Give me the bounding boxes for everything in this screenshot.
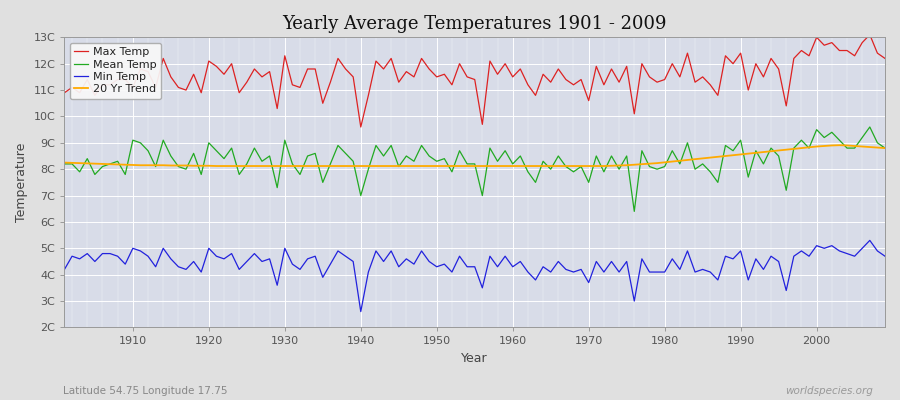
20 Yr Trend xyxy=(294,164,305,168)
Min Temp xyxy=(606,259,616,264)
20 Yr Trend xyxy=(606,163,616,168)
Max Temp xyxy=(59,90,70,95)
Min Temp xyxy=(515,259,526,264)
Mean Temp xyxy=(598,170,609,174)
Text: worldspecies.org: worldspecies.org xyxy=(785,386,873,396)
Mean Temp xyxy=(879,146,890,150)
Max Temp xyxy=(287,82,298,87)
Line: 20 Yr Trend: 20 Yr Trend xyxy=(65,145,885,166)
Max Temp xyxy=(120,77,130,82)
Mean Temp xyxy=(864,124,875,129)
Max Temp xyxy=(356,124,366,129)
Mean Temp xyxy=(629,209,640,214)
20 Yr Trend xyxy=(879,146,890,150)
Max Temp xyxy=(606,66,616,71)
Max Temp xyxy=(515,66,526,71)
Max Temp xyxy=(864,32,875,37)
Mean Temp xyxy=(500,148,510,153)
Line: Min Temp: Min Temp xyxy=(65,240,885,312)
Min Temp xyxy=(356,309,366,314)
20 Yr Trend xyxy=(508,164,518,168)
Mean Temp xyxy=(120,172,130,177)
Min Temp xyxy=(508,264,518,269)
Min Temp xyxy=(120,262,130,266)
Mean Temp xyxy=(59,162,70,166)
Max Temp xyxy=(879,56,890,61)
20 Yr Trend xyxy=(340,164,351,168)
20 Yr Trend xyxy=(515,164,526,168)
Line: Mean Temp: Mean Temp xyxy=(65,127,885,211)
Max Temp xyxy=(333,56,344,61)
Line: Max Temp: Max Temp xyxy=(65,35,885,127)
Mean Temp xyxy=(333,143,344,148)
Mean Temp xyxy=(508,162,518,166)
Max Temp xyxy=(508,74,518,79)
Y-axis label: Temperature: Temperature xyxy=(15,143,28,222)
Mean Temp xyxy=(287,162,298,166)
Title: Yearly Average Temperatures 1901 - 2009: Yearly Average Temperatures 1901 - 2009 xyxy=(283,15,667,33)
X-axis label: Year: Year xyxy=(462,352,488,365)
20 Yr Trend xyxy=(59,160,70,165)
20 Yr Trend xyxy=(834,143,845,148)
20 Yr Trend xyxy=(211,164,221,168)
20 Yr Trend xyxy=(120,162,130,167)
Min Temp xyxy=(879,254,890,259)
Min Temp xyxy=(287,262,298,266)
Text: Latitude 54.75 Longitude 17.75: Latitude 54.75 Longitude 17.75 xyxy=(63,386,228,396)
Legend: Max Temp, Mean Temp, Min Temp, 20 Yr Trend: Max Temp, Mean Temp, Min Temp, 20 Yr Tre… xyxy=(70,43,161,99)
Min Temp xyxy=(59,267,70,272)
Min Temp xyxy=(333,248,344,253)
Min Temp xyxy=(864,238,875,243)
